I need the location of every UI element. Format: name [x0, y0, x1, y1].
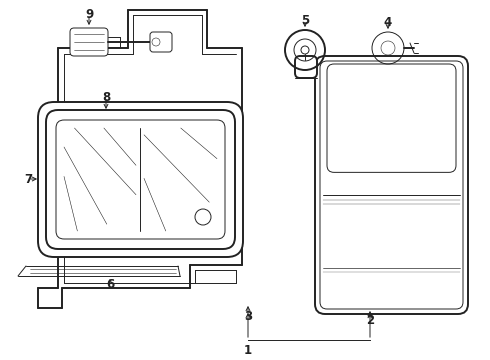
Text: 5: 5 [301, 14, 309, 27]
FancyBboxPatch shape [295, 56, 317, 78]
Text: 2: 2 [366, 314, 374, 327]
FancyBboxPatch shape [315, 56, 468, 314]
Text: 3: 3 [244, 310, 252, 323]
Text: 6: 6 [106, 278, 114, 291]
Text: 9: 9 [85, 8, 93, 21]
FancyBboxPatch shape [38, 102, 243, 257]
Text: 8: 8 [102, 90, 110, 104]
Text: 1: 1 [244, 343, 252, 356]
FancyBboxPatch shape [70, 28, 108, 56]
FancyBboxPatch shape [150, 32, 172, 52]
Text: 7: 7 [24, 172, 32, 185]
Text: 4: 4 [384, 15, 392, 28]
